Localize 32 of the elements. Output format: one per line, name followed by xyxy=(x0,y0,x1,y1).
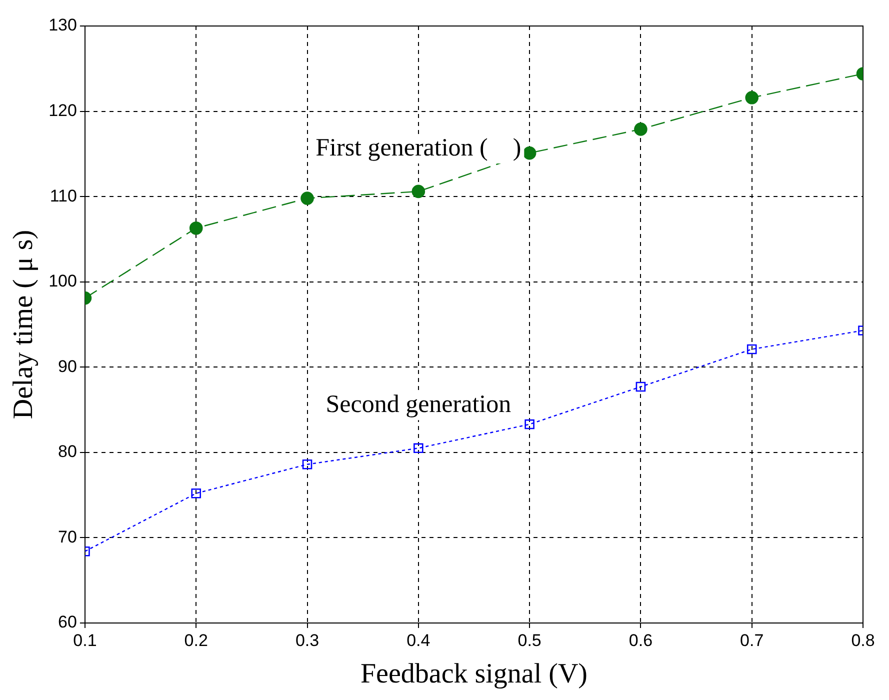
y-axis-title: Delay time ( μ s) xyxy=(8,230,40,420)
y-tick-label: 120 xyxy=(48,100,77,120)
point xyxy=(414,443,424,454)
x-tick-label: 0.1 xyxy=(73,630,97,650)
point xyxy=(191,488,202,498)
x-tick-label: 0.3 xyxy=(295,630,320,650)
series-label: First generation ( ) xyxy=(316,134,522,162)
x-tick-label: 0.4 xyxy=(406,630,430,650)
x-tick-label: 0.8 xyxy=(851,630,875,650)
point xyxy=(300,192,314,205)
point xyxy=(524,419,534,430)
point xyxy=(522,146,536,160)
point xyxy=(412,184,426,198)
point xyxy=(634,122,648,136)
point xyxy=(745,90,758,104)
y-tick-label: 90 xyxy=(58,356,77,376)
y-tick-label: 60 xyxy=(58,612,77,632)
point xyxy=(636,382,646,392)
x-tick-label: 0.2 xyxy=(184,630,208,650)
y-tick-label: 110 xyxy=(50,186,77,206)
x-tick-label: 0.5 xyxy=(518,630,542,650)
y-tick-label: 130 xyxy=(48,16,77,35)
point xyxy=(189,221,203,235)
y-tick-label: 100 xyxy=(48,272,77,291)
x-axis-title: Feedback signal (V) xyxy=(360,658,588,690)
series-label: Second generation xyxy=(326,391,512,418)
x-tick-label: 0.7 xyxy=(740,630,764,650)
y-tick-label: 70 xyxy=(58,527,77,546)
x-tick-label: 0.6 xyxy=(628,630,653,650)
point xyxy=(302,459,312,470)
y-tick-label: 80 xyxy=(58,442,77,462)
point xyxy=(746,344,757,354)
